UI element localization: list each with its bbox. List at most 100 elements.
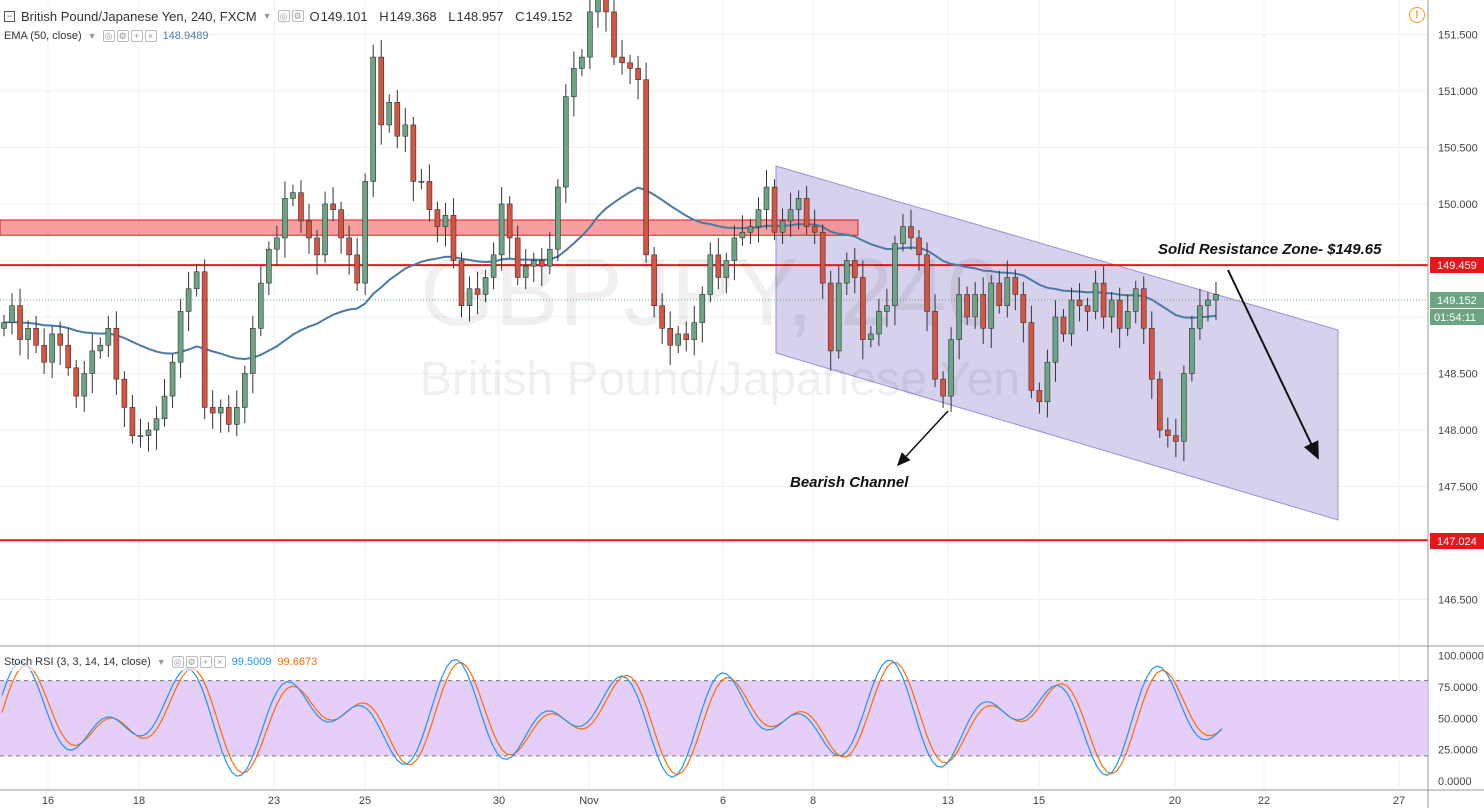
channel-arrow: [896, 410, 949, 467]
candle-up: [217, 407, 224, 414]
candle-up: [153, 418, 160, 431]
chevron-down-icon[interactable]: ▼: [262, 11, 272, 21]
eye-icon[interactable]: ◎: [277, 10, 290, 22]
candle-up: [1108, 299, 1115, 318]
time-tick-label: 18: [133, 795, 145, 807]
resistance-badge: 149.459: [1437, 260, 1477, 272]
candle-up: [482, 277, 489, 295]
candle-up: [763, 186, 770, 210]
settings-icon[interactable]: ⚙: [116, 30, 129, 42]
time-tick-label: 6: [720, 795, 726, 807]
time-tick-label: 16: [42, 795, 54, 807]
price-tick-label: 148.000: [1438, 425, 1478, 437]
watermark-name: British Pound/Japanese Yen: [420, 353, 1020, 406]
candle-down: [996, 282, 1003, 307]
candle-down: [538, 260, 545, 267]
candle-up: [522, 265, 529, 278]
ohlc-values: O149.101 H149.368 L148.957 C149.152: [310, 9, 581, 24]
candle-up: [233, 407, 240, 425]
close-icon[interactable]: ×: [213, 656, 226, 668]
candle-down: [354, 254, 360, 284]
candle-up: [370, 56, 377, 182]
stoch-tick-label: 25.0000: [1438, 745, 1478, 757]
stoch-tick-label: 75.0000: [1438, 682, 1478, 694]
candle-up: [322, 203, 328, 256]
stoch-tick-label: 50.0000: [1438, 713, 1478, 725]
chevron-down-icon[interactable]: ▼: [156, 657, 166, 667]
candle-down: [1084, 305, 1091, 312]
candle-down: [330, 203, 336, 210]
candle-down: [1036, 390, 1043, 403]
resistance-arrow: [1227, 269, 1319, 460]
candle-down: [426, 181, 433, 210]
open-key: O: [309, 8, 320, 24]
candle-up: [1205, 299, 1211, 306]
candle-down: [1012, 277, 1019, 295]
symbol-title[interactable]: British Pound/Japanese Yen, 240, FXCM: [21, 8, 257, 24]
candle-up: [563, 96, 569, 188]
candle-up: [747, 226, 754, 233]
chevron-down-icon[interactable]: ▼: [87, 31, 97, 41]
candle-up: [843, 260, 850, 284]
ema-label[interactable]: EMA (50, close): [4, 30, 82, 42]
candle-up: [49, 333, 55, 363]
close-icon[interactable]: ×: [144, 30, 157, 42]
candle-up: [137, 435, 144, 437]
candle-down: [306, 220, 312, 239]
candle-down: [1140, 288, 1147, 329]
stoch-rsi-panel: 100.0000 75.0000 50.0000 25.0000 0.0000: [0, 651, 1484, 788]
candle-up: [948, 339, 954, 397]
candle-down: [643, 79, 649, 256]
stoch-label[interactable]: Stoch RSI (3, 3, 14, 14, close): [4, 656, 151, 668]
time-tick-label: 30: [493, 795, 505, 807]
candle-up: [81, 373, 88, 397]
candle-down: [603, 0, 609, 13]
settings-icon[interactable]: ⚙: [185, 656, 198, 668]
candle-up: [988, 282, 995, 329]
eye-icon[interactable]: ◎: [171, 656, 184, 668]
ema-controls[interactable]: ◎ ⚙ + ×: [102, 30, 157, 42]
candle-up: [731, 237, 738, 261]
eye-icon[interactable]: ◎: [102, 30, 115, 42]
time-tick-label: Nov: [579, 795, 599, 807]
candle-up: [250, 327, 256, 374]
candle-down: [33, 327, 39, 346]
candle-down: [474, 288, 481, 295]
alert-icon[interactable]: !: [1409, 7, 1425, 23]
candle-up: [1068, 299, 1075, 335]
price-tick-label: 151.000: [1438, 86, 1478, 98]
legend-controls[interactable]: ◎ ⚙: [277, 10, 304, 22]
add-icon[interactable]: +: [130, 30, 143, 42]
countdown-badge: 01:54:11: [1434, 312, 1476, 324]
candle-up: [691, 322, 698, 340]
candle-up: [97, 344, 104, 352]
settings-icon[interactable]: ⚙: [291, 10, 304, 22]
candle-up: [418, 181, 425, 183]
candle-down: [506, 203, 513, 239]
candle-down: [980, 294, 987, 329]
time-tick-label: 23: [268, 795, 280, 807]
add-icon[interactable]: +: [199, 656, 212, 668]
time-tick-label: 27: [1393, 795, 1405, 807]
candle-up: [9, 305, 15, 323]
candle-up: [1197, 305, 1203, 329]
candle-up: [900, 226, 906, 244]
candle-up: [498, 203, 505, 256]
candles: [1, 0, 1219, 462]
candle-up: [595, 0, 601, 13]
candle-up: [779, 220, 786, 233]
time-tick-label: 13: [942, 795, 954, 807]
stoch-controls[interactable]: ◎ ⚙ + ×: [171, 656, 226, 668]
candle-up: [442, 215, 449, 227]
open-value: 149.101: [320, 8, 368, 24]
candle-up: [1132, 288, 1139, 312]
candle-up: [1044, 361, 1051, 403]
candle-down: [1173, 435, 1179, 442]
collapse-icon[interactable]: −: [4, 10, 15, 22]
candle-up: [587, 11, 593, 58]
candle-up: [876, 311, 882, 335]
price-tick-label: 150.500: [1438, 143, 1478, 155]
current-price-badge: 149.152: [1437, 295, 1477, 307]
